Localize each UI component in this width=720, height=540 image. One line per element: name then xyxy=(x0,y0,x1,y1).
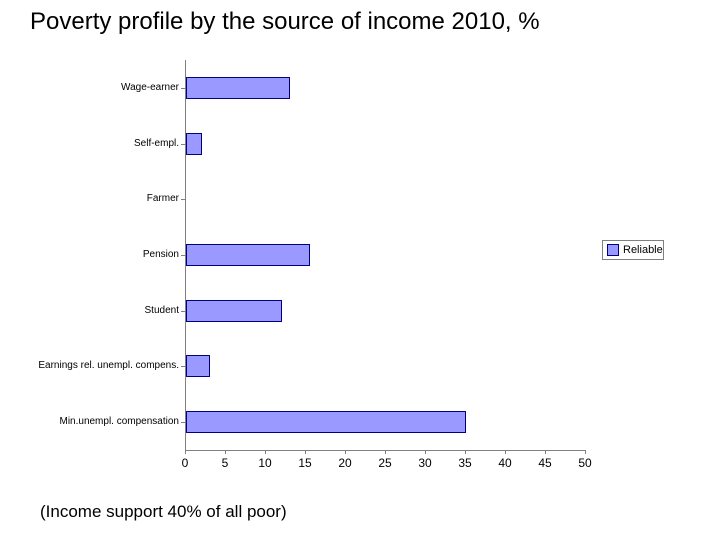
xtick-label: 50 xyxy=(578,456,591,470)
xtick-mark xyxy=(505,450,506,454)
xtick-label: 25 xyxy=(378,456,391,470)
xtick-label: 35 xyxy=(458,456,471,470)
xtick-mark xyxy=(265,450,266,454)
xtick-mark xyxy=(185,450,186,454)
ytick-mark xyxy=(181,311,185,312)
xtick-mark xyxy=(225,450,226,454)
xtick-label: 0 xyxy=(182,456,189,470)
bar xyxy=(186,300,282,322)
poverty-chart: Reliable 0 5 10 15 20 25 30 35 40 45 50 Wage-earner… xyxy=(30,50,690,480)
bar xyxy=(186,77,290,99)
xtick-mark xyxy=(345,450,346,454)
xtick-mark xyxy=(305,450,306,454)
category-label: Pension xyxy=(143,249,179,260)
xtick-mark xyxy=(465,450,466,454)
ytick-mark xyxy=(181,144,185,145)
xtick-label: 5 xyxy=(222,456,229,470)
xtick-label: 15 xyxy=(298,456,311,470)
ytick-mark xyxy=(181,199,185,200)
category-label: Wage-earner xyxy=(121,82,179,93)
page-title: Poverty profile by the source of income … xyxy=(30,8,540,36)
xtick-label: 20 xyxy=(338,456,351,470)
legend-label: Reliable xyxy=(623,244,663,256)
xtick-label: 10 xyxy=(258,456,271,470)
category-label: Min.unempl. compensation xyxy=(59,416,179,427)
legend-swatch xyxy=(607,244,619,256)
xtick-mark xyxy=(385,450,386,454)
xtick-mark xyxy=(545,450,546,454)
footnote: (Income support 40% of all poor) xyxy=(40,502,287,522)
ytick-mark xyxy=(181,366,185,367)
legend: Reliable xyxy=(602,240,664,260)
bar xyxy=(186,355,210,377)
category-label: Self-empl. xyxy=(134,138,179,149)
category-label: Student xyxy=(145,305,179,316)
bar xyxy=(186,133,202,155)
xtick-label: 30 xyxy=(418,456,431,470)
ytick-mark xyxy=(181,88,185,89)
xtick-mark xyxy=(585,450,586,454)
ytick-mark xyxy=(181,255,185,256)
bar xyxy=(186,244,310,266)
xtick-label: 45 xyxy=(538,456,551,470)
category-label: Earnings rel. unempl. compens. xyxy=(38,360,179,371)
xtick-label: 40 xyxy=(498,456,511,470)
xtick-mark xyxy=(425,450,426,454)
ytick-mark xyxy=(181,422,185,423)
category-label: Farmer xyxy=(147,193,179,204)
bar xyxy=(186,411,466,433)
